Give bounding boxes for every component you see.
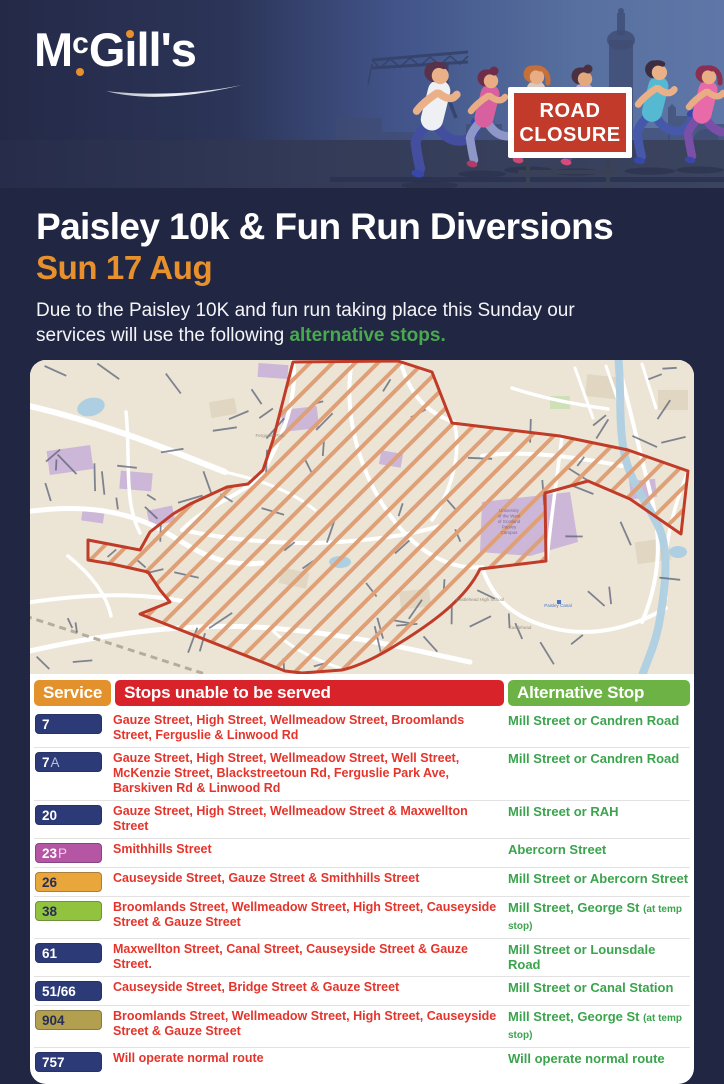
stops-cell: Causeyside Street, Gauze Street & Smithh… — [113, 871, 508, 892]
stops-cell: Gauze Street, High Street, Wellmeadow St… — [113, 804, 508, 834]
service-column-header: Service — [34, 680, 111, 706]
service-cell: 757 — [35, 1051, 113, 1072]
stops-cell: Causeyside Street, Bridge Street & Gauze… — [113, 980, 508, 1001]
event-date: Sun 17 Aug — [36, 251, 688, 286]
table-header-row: Service Stops unable to be served Altern… — [34, 680, 690, 706]
intro-line2: services will use the following — [36, 325, 289, 346]
service-cell: 7 — [35, 713, 113, 743]
alternative-cell: Mill Street or RAH — [508, 804, 690, 834]
service-badge: 26 — [35, 872, 102, 892]
table-row: 51/66 Causeyside Street, Bridge Street & … — [34, 976, 690, 1005]
logo-letter-c: c — [72, 29, 88, 59]
temp-stop-note: (at temp stop) — [508, 904, 682, 932]
alternative-cell: Mill Street or Abercorn Street — [508, 871, 690, 892]
intro-section: Paisley 10k & Fun Run Diversions Sun 17 … — [0, 188, 724, 348]
content-card: Ferguslie Park Castlehead Castlehead High … — [30, 360, 694, 1084]
logo-swoosh — [104, 84, 244, 100]
alternative-cell: Abercorn Street — [508, 842, 690, 863]
service-suffix: P — [58, 846, 67, 861]
stops-cell: Smithhills Street — [113, 842, 508, 863]
intro-paragraph: Due to the Paisley 10K and fun run takin… — [36, 298, 636, 348]
table-row: 7 Gauze Street, High Street, Wellmeadow S… — [34, 710, 690, 747]
alternative-cell: Mill Street or Lounsdale Road — [508, 942, 690, 972]
table-row: 20 Gauze Street, High Street, Wellmeadow … — [34, 800, 690, 838]
logo-letters: ll's — [136, 23, 195, 76]
alternative-cell: Mill Street, George St (at temp stop) — [508, 900, 690, 934]
table-row: 61 Maxwellton Street, Canal Street, Cause… — [34, 938, 690, 976]
service-cell: 51/66 — [35, 980, 113, 1001]
closure-map-svg: Ferguslie Park Castlehead Castlehead High … — [30, 360, 694, 674]
service-badge: 7 — [35, 714, 102, 734]
map-label: Castlehead High School — [456, 597, 504, 602]
service-badge: 757 — [35, 1052, 102, 1072]
stops-cell: Maxwellton Street, Canal Street, Causeys… — [113, 942, 508, 972]
service-cell: 38 — [35, 900, 113, 934]
alternative-cell: Mill Street or Candren Road — [508, 751, 690, 796]
service-badge: 38 — [35, 901, 102, 921]
stops-cell: Broomlands Street, Wellmeadow Street, Hi… — [113, 900, 508, 934]
intro-line1: Due to the Paisley 10K and fun run takin… — [36, 300, 575, 321]
intro-highlight: alternative stops. — [289, 325, 445, 346]
stops-cell: Broomlands Street, Wellmeadow Street, Hi… — [113, 1009, 508, 1043]
sign-line2: CLOSURE — [519, 124, 620, 146]
sign-line1: ROAD — [540, 100, 601, 122]
page-title: Paisley 10k & Fun Run Diversions — [36, 208, 688, 247]
stops-cell: Will operate normal route — [113, 1051, 508, 1072]
service-badge: 61 — [35, 943, 102, 963]
logo-letter: G — [89, 23, 125, 76]
table-row: 38 Broomlands Street, Wellmeadow Street, … — [34, 896, 690, 938]
table-row: 904 Broomlands Street, Wellmeadow Street,… — [34, 1005, 690, 1047]
map-label: Castlehead — [509, 625, 532, 630]
logo-letter-i: ı — [124, 26, 136, 73]
stops-column-header: Stops unable to be served — [115, 680, 504, 706]
alternative-cell: Mill Street, George St (at temp stop) — [508, 1009, 690, 1043]
stops-cell: Gauze Street, High Street, Wellmeadow St… — [113, 751, 508, 796]
service-cell: 20 — [35, 804, 113, 834]
alternative-cell: Mill Street or Canal Station — [508, 980, 690, 1001]
temp-stop-note: (at temp stop) — [508, 1013, 682, 1041]
service-cell: 904 — [35, 1009, 113, 1043]
road-closure-sign: ROAD CLOSURE — [508, 87, 632, 187]
canal-station-marker — [557, 600, 561, 604]
logo-orange-dot — [126, 30, 134, 38]
map-label: Ferguslie Park — [255, 433, 285, 438]
logo-orange-dot — [76, 68, 84, 76]
stops-cell: Gauze Street, High Street, Wellmeadow St… — [113, 713, 508, 743]
diversion-table-body: 7 Gauze Street, High Street, Wellmeadow S… — [34, 710, 690, 1076]
service-badge: 20 — [35, 805, 102, 825]
alternative-cell: Mill Street or Candren Road — [508, 713, 690, 743]
service-badge: 904 — [35, 1010, 102, 1030]
service-cell: 61 — [35, 942, 113, 972]
service-suffix: A — [51, 755, 60, 770]
logo-letter: M — [34, 23, 72, 76]
alternative-cell: Will operate normal route — [508, 1051, 690, 1072]
service-cell: 26 — [35, 871, 113, 892]
service-badge: 51/66 — [35, 981, 102, 1001]
alternative-column-header: Alternative Stop — [508, 680, 690, 706]
diversion-table: Service Stops unable to be served Altern… — [30, 674, 694, 1084]
closure-map: Ferguslie Park Castlehead Castlehead High … — [30, 360, 694, 674]
table-row: 26 Causeyside Street, Gauze Street & Smit… — [34, 867, 690, 896]
